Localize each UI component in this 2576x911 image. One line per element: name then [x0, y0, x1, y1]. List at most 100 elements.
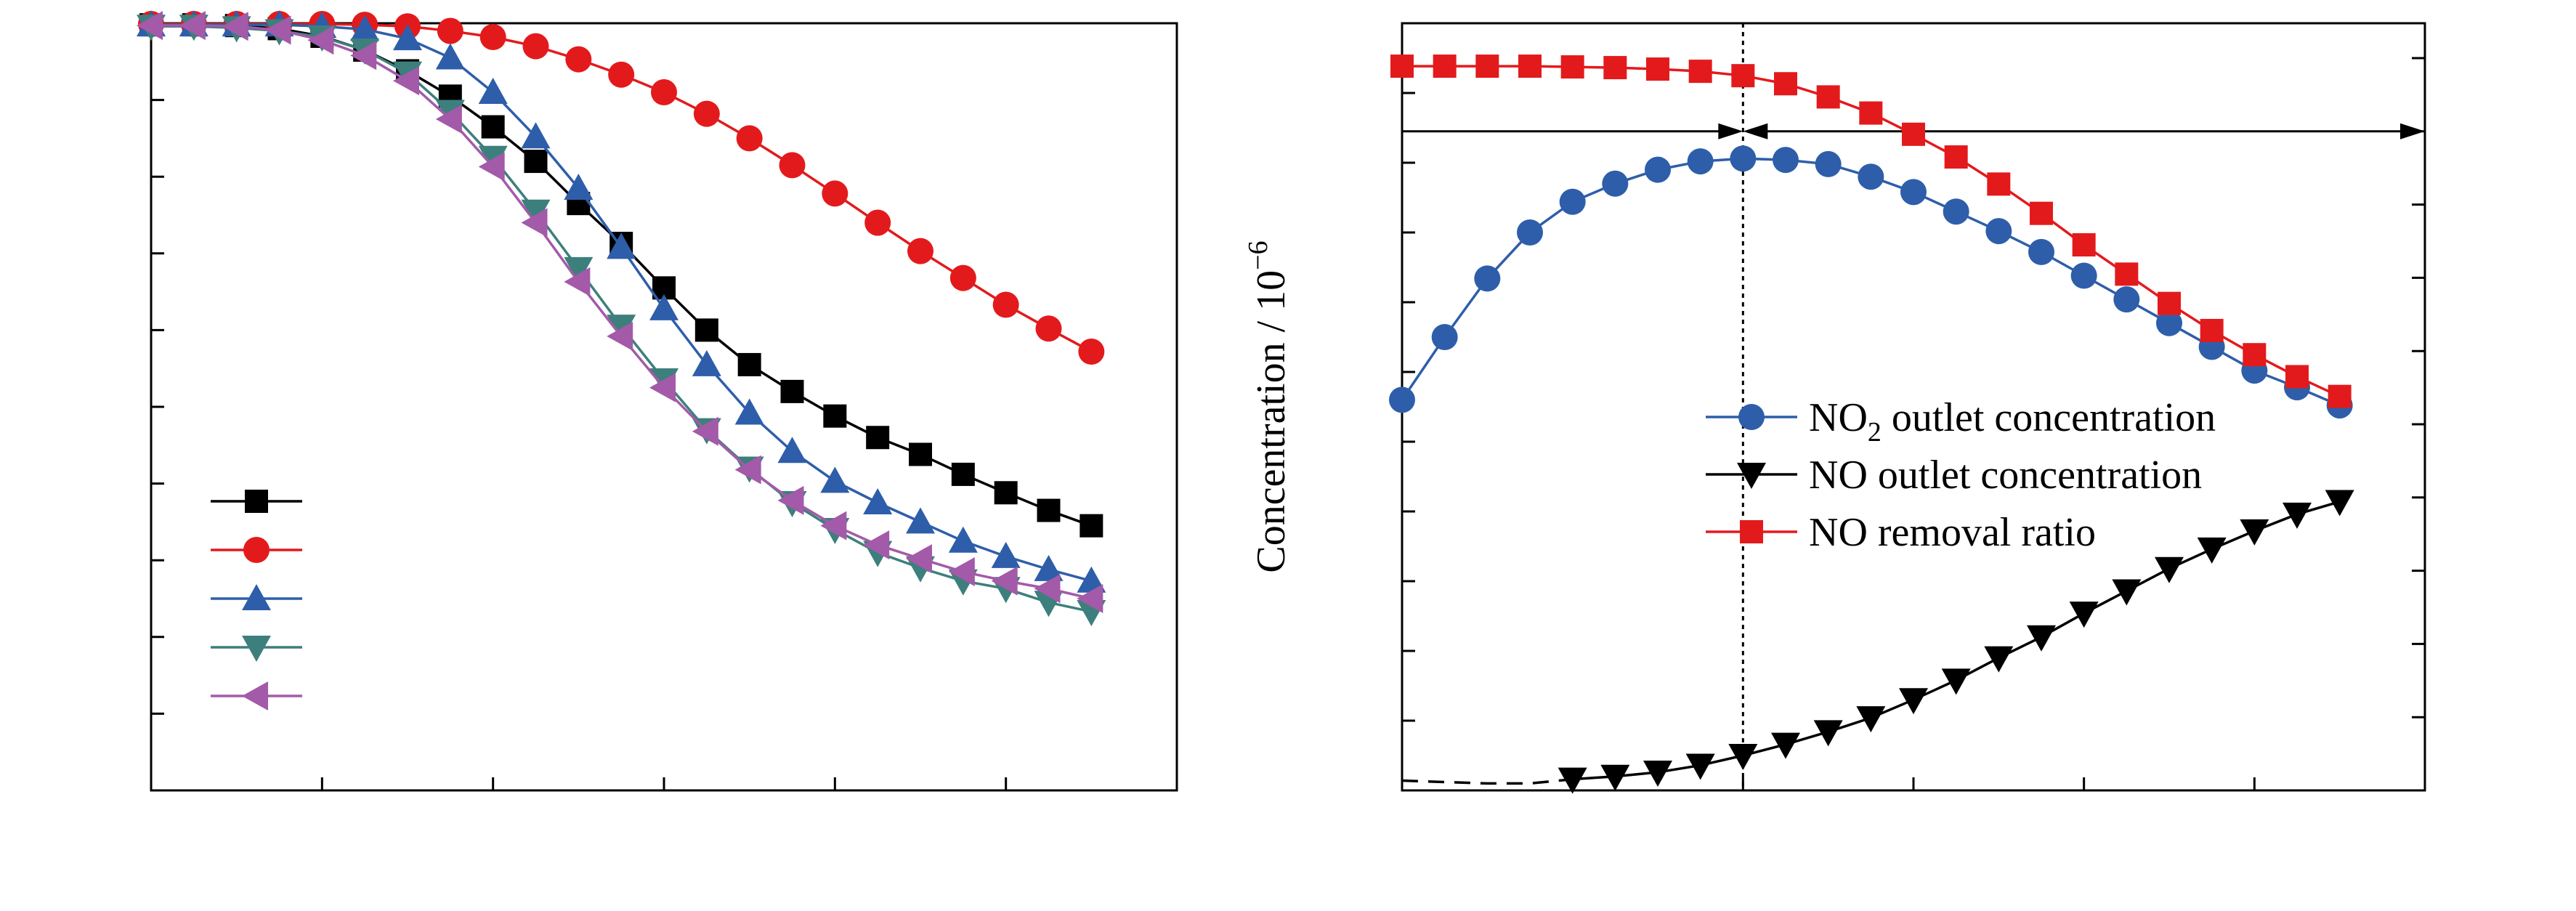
data-point-0: [524, 150, 548, 174]
data-point-b-2: [1518, 54, 1542, 78]
data-point-b-1: [1600, 764, 1630, 791]
data-point-b-0: [2113, 286, 2140, 313]
data-point-b-1: [2112, 579, 2142, 606]
data-point-4: [564, 267, 591, 296]
legend-label-b-0: NO2 outlet concentration: [1809, 395, 2216, 448]
data-point-4: [1034, 574, 1061, 604]
data-point-b-2: [1731, 64, 1755, 88]
legend-label-b-rest: outlet concentration: [1882, 395, 2216, 440]
data-point-0: [909, 442, 932, 466]
data-point-b-2: [2285, 365, 2309, 389]
legend-label-b-2: NO removal ratio: [1809, 510, 2096, 555]
data-point-b-2: [1475, 54, 1499, 78]
data-point-b-1: [1685, 753, 1715, 780]
data-point-b-1: [2283, 502, 2312, 529]
data-point-1: [1078, 338, 1105, 365]
data-point-b-2: [1944, 145, 1968, 169]
data-point-b-0: [1687, 148, 1714, 175]
data-point-4: [179, 11, 206, 41]
data-point-b-1: [2240, 519, 2269, 546]
data-point-b-1: [1984, 646, 2014, 673]
data-point-2: [350, 15, 380, 41]
data-point-b-1: [2197, 537, 2227, 564]
data-point-4: [649, 373, 676, 402]
data-point-0: [866, 426, 890, 450]
legend-label-b-sub: 2: [1868, 417, 1882, 448]
legend-marker-b-1: [1737, 463, 1766, 489]
data-point-2: [478, 78, 508, 105]
legend-marker-4: [242, 681, 268, 710]
data-point-0: [1037, 498, 1061, 522]
data-point-2: [692, 349, 721, 376]
legend-marker-3: [242, 636, 271, 662]
data-point-b-2: [1560, 55, 1584, 79]
data-point-b-1: [1813, 720, 1843, 747]
legend-marker-1: [243, 537, 270, 563]
data-point-4: [137, 11, 163, 41]
data-point-b-1: [1728, 744, 1758, 770]
data-point-b-1: [1899, 688, 1928, 715]
data-point-1: [907, 238, 933, 264]
chart-panel-b: Concentration / 10−6 NO2 outlet concentra…: [1243, 22, 2426, 794]
data-point-b-1: [1558, 767, 1587, 794]
data-point-4: [393, 66, 419, 96]
data-point-2: [564, 174, 594, 201]
region-arrowhead-i: [1718, 123, 1743, 139]
data-point-3: [564, 256, 594, 283]
data-point-1: [437, 17, 463, 44]
data-point-1: [822, 180, 848, 207]
data-point-b-0: [1730, 145, 1757, 172]
data-point-1: [608, 61, 635, 88]
data-point-2: [1034, 554, 1064, 581]
data-point-2: [1077, 566, 1106, 593]
data-point-b-2: [2328, 384, 2352, 408]
data-point-b-1: [2027, 625, 2056, 652]
data-point-1: [651, 79, 677, 106]
data-point-b-2: [2030, 201, 2053, 225]
data-point-b-0: [1517, 219, 1543, 246]
data-point-0: [951, 462, 975, 486]
data-point-2: [734, 398, 764, 425]
data-point-b-2: [1987, 172, 2011, 196]
data-point-1: [992, 291, 1019, 318]
chart-panel-a: [137, 10, 1178, 792]
data-point-b-0: [1985, 218, 2012, 245]
data-point-b-0: [1602, 170, 1629, 197]
legend-label-b-main: NO: [1809, 395, 1868, 440]
legend-marker-b-0: [1738, 404, 1765, 430]
data-point-4: [1077, 584, 1103, 613]
data-point-b-1: [2325, 490, 2354, 517]
data-point-2: [521, 122, 551, 149]
data-point-0: [481, 115, 505, 139]
data-point-0: [1080, 514, 1103, 538]
data-point-4: [863, 530, 890, 560]
data-point-1: [949, 264, 976, 291]
data-point-b-2: [2243, 343, 2267, 367]
data-point-2: [649, 293, 679, 320]
legend-marker-b-2: [1740, 520, 1763, 543]
data-point-2: [820, 466, 850, 493]
data-point-b-2: [1646, 57, 1669, 81]
data-point-b-0: [1773, 147, 1799, 174]
data-point-2: [607, 232, 636, 259]
data-point-2: [863, 488, 893, 514]
data-point-0: [780, 379, 804, 403]
data-point-b-0: [1559, 188, 1586, 215]
data-point-b-0: [1858, 163, 1884, 190]
data-point-1: [522, 33, 549, 60]
data-point-4: [435, 105, 462, 134]
data-point-b-0: [1815, 150, 1842, 177]
data-point-2: [435, 43, 465, 70]
data-point-b-0: [2156, 309, 2182, 336]
data-point-4: [692, 416, 718, 446]
data-point-4: [906, 544, 932, 574]
data-point-4: [820, 511, 847, 540]
data-point-4: [948, 557, 975, 587]
data-point-b-2: [1603, 56, 1627, 80]
data-point-2: [777, 437, 807, 463]
data-point-b-0: [1645, 156, 1671, 183]
region-arrowhead-ii-left: [1743, 123, 1768, 139]
data-point-1: [779, 152, 806, 179]
data-point-b-0: [2070, 262, 2097, 289]
data-point-b-2: [2115, 262, 2139, 286]
